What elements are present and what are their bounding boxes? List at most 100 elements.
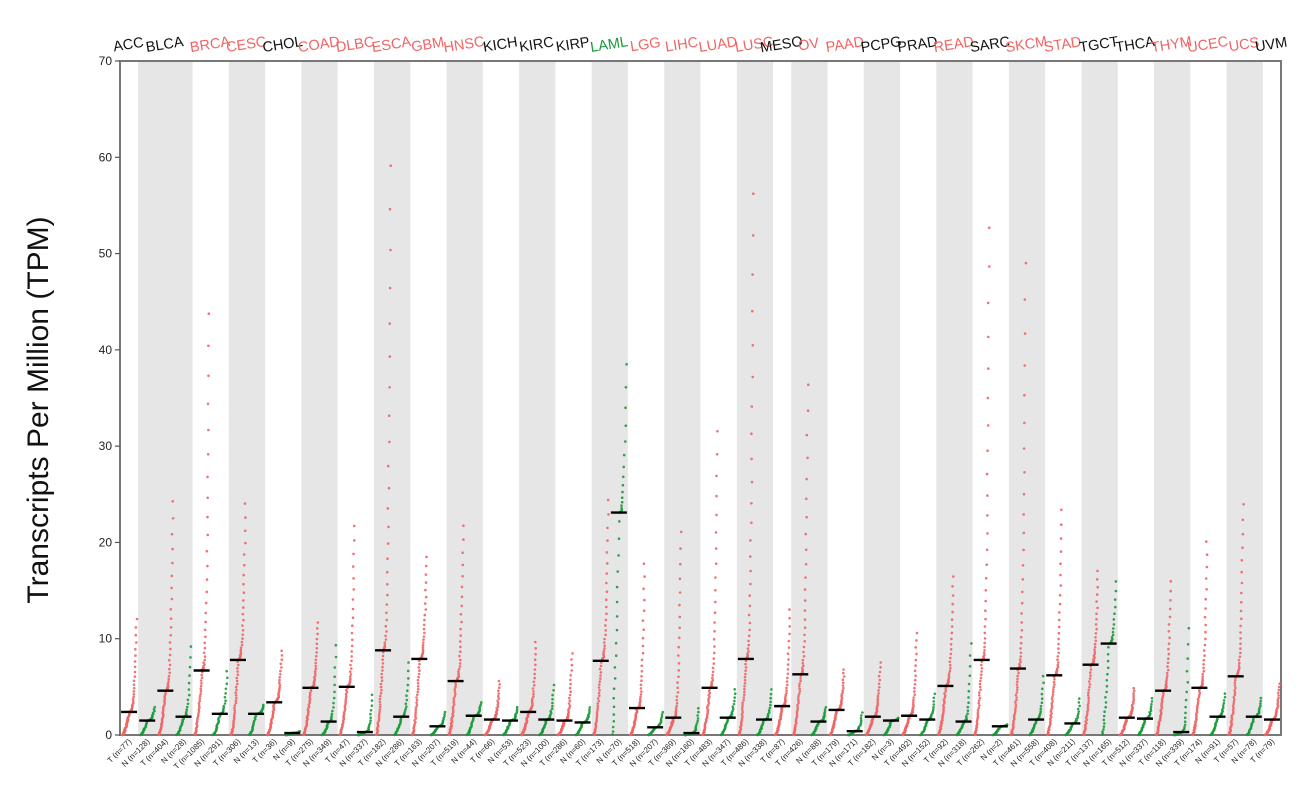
data-point	[186, 698, 190, 702]
data-point	[713, 621, 716, 624]
data-point	[785, 686, 788, 690]
data-point	[613, 666, 617, 669]
data-point	[599, 674, 602, 677]
data-point	[534, 663, 537, 667]
data-point	[416, 678, 420, 682]
data-point	[798, 687, 801, 691]
data-point	[740, 719, 744, 722]
data-point	[618, 520, 621, 523]
data-point	[805, 497, 808, 501]
data-point	[987, 367, 990, 370]
data-point	[797, 699, 800, 702]
data-point	[200, 676, 204, 679]
cancer-label-kirc: KIRC	[518, 34, 555, 55]
cancer-label-blca: BLCA	[145, 34, 185, 56]
data-point	[1039, 707, 1043, 711]
data-point	[932, 705, 935, 709]
data-point	[1018, 658, 1022, 661]
data-point	[1198, 693, 1201, 697]
data-point	[743, 685, 746, 688]
data-point	[732, 702, 736, 706]
data-point	[1076, 707, 1080, 711]
data-point	[678, 636, 681, 640]
data-point	[377, 715, 381, 718]
data-point	[1113, 612, 1116, 615]
data-point	[876, 703, 880, 707]
data-point	[462, 524, 465, 527]
data-point	[1186, 643, 1190, 646]
data-point	[515, 705, 519, 709]
data-point	[1112, 618, 1116, 621]
data-point	[233, 711, 237, 714]
data-point	[1277, 685, 1281, 689]
data-point	[707, 693, 711, 697]
data-point	[983, 653, 986, 657]
data-point	[1150, 700, 1154, 703]
data-point	[799, 677, 802, 680]
data-point	[786, 652, 790, 655]
data-point	[1168, 615, 1172, 619]
data-point	[912, 701, 915, 704]
data-point	[876, 699, 879, 703]
data-point	[978, 685, 982, 689]
data-point	[379, 685, 383, 689]
data-point	[979, 676, 983, 680]
data-point	[1111, 633, 1115, 637]
data-point	[224, 699, 227, 702]
data-point	[344, 693, 348, 696]
data-point	[984, 599, 987, 603]
data-point	[950, 618, 954, 621]
data-point	[732, 707, 735, 711]
data-point	[1132, 694, 1135, 697]
data-point	[1102, 725, 1106, 728]
data-point	[383, 643, 387, 647]
data-point	[1149, 705, 1153, 708]
data-point	[131, 700, 135, 703]
data-point	[244, 541, 247, 545]
data-point	[597, 691, 601, 695]
data-point	[877, 692, 880, 695]
data-point	[1056, 658, 1059, 661]
data-point	[383, 645, 387, 648]
data-point	[1242, 503, 1245, 506]
data-point	[932, 700, 935, 703]
data-point	[1166, 674, 1169, 678]
data-point	[422, 623, 426, 627]
data-point	[234, 691, 237, 694]
data-point	[1013, 711, 1017, 715]
data-point	[1132, 689, 1136, 693]
data-point	[965, 714, 968, 718]
data-point	[236, 673, 240, 676]
data-point	[640, 664, 643, 668]
band-coad	[301, 61, 338, 735]
data-point	[167, 680, 170, 683]
data-point	[751, 375, 754, 379]
cancer-label-kich: KICH	[482, 34, 519, 55]
data-point	[389, 164, 393, 167]
data-point	[381, 665, 384, 669]
data-point	[1223, 695, 1227, 699]
data-point	[967, 701, 970, 704]
data-point	[625, 363, 628, 366]
data-point	[424, 581, 428, 584]
data-point	[860, 718, 863, 722]
data-point	[749, 569, 752, 573]
data-point	[424, 595, 428, 599]
data-point	[748, 621, 752, 625]
data-point	[1183, 725, 1186, 729]
data-point	[716, 430, 719, 433]
data-point	[742, 696, 746, 699]
data-point	[799, 679, 802, 683]
data-point	[197, 710, 201, 713]
data-point	[1234, 686, 1237, 690]
data-point	[223, 702, 227, 705]
data-point	[801, 658, 805, 662]
data-point	[169, 608, 172, 611]
data-point	[497, 692, 500, 695]
data-point	[532, 680, 536, 684]
data-point	[224, 687, 228, 691]
data-point	[1015, 683, 1019, 686]
data-point	[1019, 641, 1023, 645]
data-point	[1051, 693, 1055, 696]
data-point	[386, 542, 390, 545]
